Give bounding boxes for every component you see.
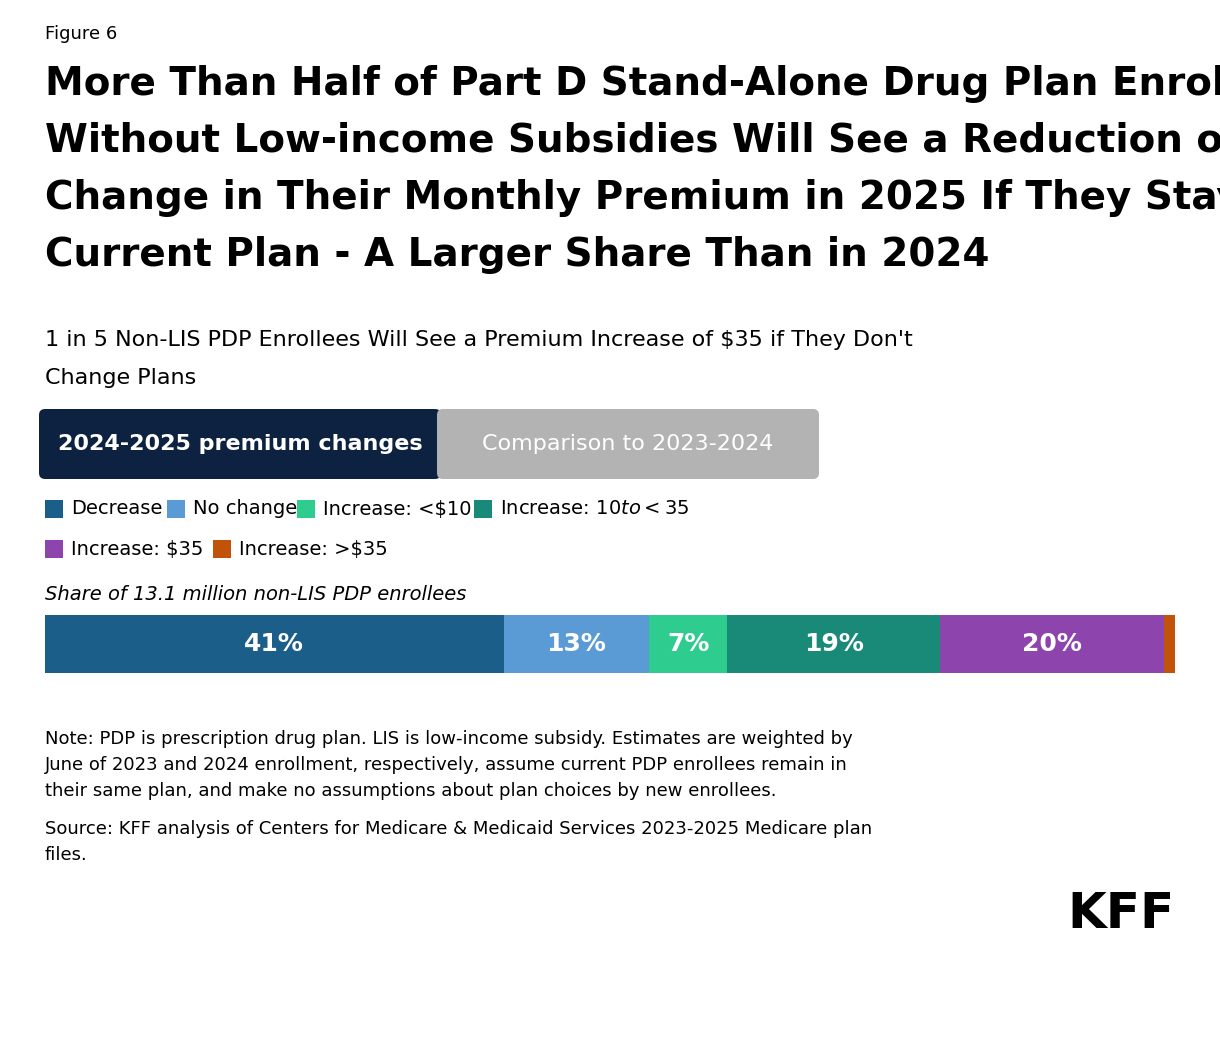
Text: Figure 6: Figure 6 bbox=[45, 25, 117, 43]
Bar bbox=[298, 500, 316, 518]
Text: Without Low-income Subsidies Will See a Reduction or No: Without Low-income Subsidies Will See a … bbox=[45, 122, 1220, 160]
Text: Note: PDP is prescription drug plan. LIS is low-income subsidy. Estimates are we: Note: PDP is prescription drug plan. LIS… bbox=[45, 730, 853, 748]
Text: 19%: 19% bbox=[804, 632, 864, 656]
Bar bbox=[1164, 615, 1175, 673]
Bar bbox=[212, 540, 231, 557]
Text: Change Plans: Change Plans bbox=[45, 367, 196, 388]
Text: Share of 13.1 million non-LIS PDP enrollees: Share of 13.1 million non-LIS PDP enroll… bbox=[45, 585, 466, 604]
Text: Change in Their Monthly Premium in 2025 If They Stay in Their: Change in Their Monthly Premium in 2025 … bbox=[45, 179, 1220, 217]
Text: Current Plan - A Larger Share Than in 2024: Current Plan - A Larger Share Than in 20… bbox=[45, 236, 989, 274]
Text: 20%: 20% bbox=[1022, 632, 1082, 656]
Text: More Than Half of Part D Stand-Alone Drug Plan Enrollees: More Than Half of Part D Stand-Alone Dru… bbox=[45, 65, 1220, 103]
Text: Decrease: Decrease bbox=[71, 499, 162, 519]
Bar bbox=[475, 500, 492, 518]
Text: 1 in 5 Non-LIS PDP Enrollees Will See a Premium Increase of $35 if They Don't: 1 in 5 Non-LIS PDP Enrollees Will See a … bbox=[45, 330, 913, 350]
Bar bbox=[45, 500, 63, 518]
Text: Increase: >$35: Increase: >$35 bbox=[239, 540, 388, 559]
Text: 13%: 13% bbox=[547, 632, 606, 656]
Bar bbox=[941, 615, 1164, 673]
Text: KFF: KFF bbox=[1068, 889, 1175, 938]
FancyBboxPatch shape bbox=[39, 409, 440, 479]
Bar bbox=[727, 615, 941, 673]
FancyBboxPatch shape bbox=[437, 409, 819, 479]
Text: June of 2023 and 2024 enrollment, respectively, assume current PDP enrollees rem: June of 2023 and 2024 enrollment, respec… bbox=[45, 756, 848, 774]
Bar bbox=[45, 615, 504, 673]
Text: Source: KFF analysis of Centers for Medicare & Medicaid Services 2023-2025 Medic: Source: KFF analysis of Centers for Medi… bbox=[45, 820, 872, 838]
Bar bbox=[45, 540, 63, 557]
Bar bbox=[504, 615, 649, 673]
Text: files.: files. bbox=[45, 846, 88, 864]
Text: Comparison to 2023-2024: Comparison to 2023-2024 bbox=[482, 434, 773, 454]
Text: their same plan, and make no assumptions about plan choices by new enrollees.: their same plan, and make no assumptions… bbox=[45, 782, 776, 800]
Text: Increase: $35: Increase: $35 bbox=[71, 540, 204, 559]
Text: Increase: <$10: Increase: <$10 bbox=[323, 499, 472, 519]
Bar bbox=[167, 500, 184, 518]
Text: Increase: $10 to <$35: Increase: $10 to <$35 bbox=[500, 499, 689, 519]
Text: 2024-2025 premium changes: 2024-2025 premium changes bbox=[57, 434, 422, 454]
Text: 41%: 41% bbox=[244, 632, 304, 656]
Text: No change: No change bbox=[193, 499, 296, 519]
Text: 7%: 7% bbox=[667, 632, 710, 656]
Bar bbox=[649, 615, 727, 673]
